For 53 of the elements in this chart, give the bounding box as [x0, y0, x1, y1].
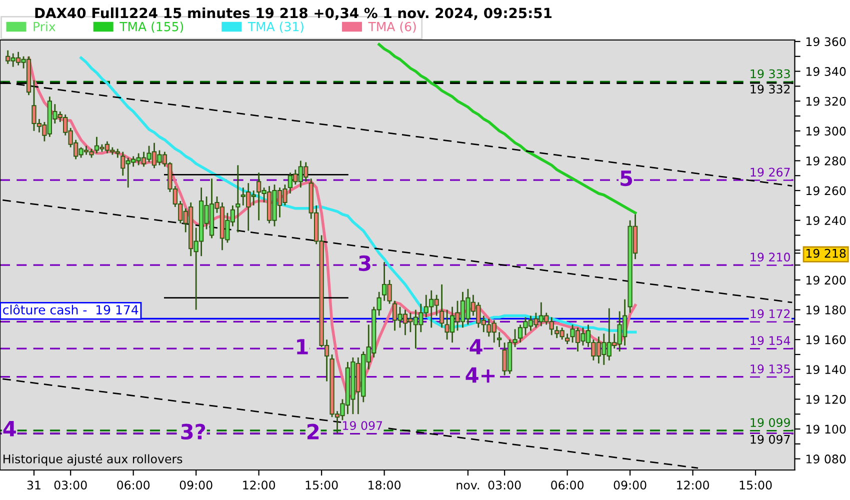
- y-tick-label: 19 180: [806, 306, 846, 314]
- y-tick-label: 19 240: [806, 216, 846, 225]
- ref-line-label: 19 135: [750, 364, 790, 374]
- annotation: 2: [308, 424, 319, 440]
- x-tick-label: 09:00: [614, 480, 646, 490]
- x-tick-label: 06:00: [117, 480, 150, 490]
- x-tick-label: 09:00: [180, 480, 212, 490]
- ref-line-label: 19 333: [750, 69, 790, 78]
- y-tick-label: 19 280: [806, 156, 846, 166]
- ref-line-label: 19 154: [750, 336, 790, 346]
- x-tick-label: 03:00: [488, 480, 521, 490]
- annotation: 1: [297, 339, 308, 354]
- text: TMA (155): [120, 22, 184, 33]
- ref-line-label: clôture cash - 19 174: [3, 304, 138, 315]
- ref-line-label: 19 099: [750, 418, 790, 428]
- ref-line-label: 19 210: [750, 252, 790, 262]
- y-tick-label: 19 300: [806, 126, 846, 136]
- y-tick-label: 19 100: [806, 424, 846, 434]
- y-tick-label: 19 160: [806, 335, 846, 344]
- annotation: 3: [358, 255, 370, 272]
- annotation: 3?: [181, 424, 206, 440]
- text: TMA (31): [248, 22, 304, 33]
- ref-line-label: 19 097: [750, 434, 790, 444]
- x-tick-label: 18:00: [368, 480, 401, 490]
- x-tick-label: 15:00: [740, 480, 772, 490]
- x-tick-label: 12:00: [677, 480, 710, 490]
- ref-line-label: 19 172: [750, 309, 790, 318]
- y-tick-label: 19 218: [806, 248, 846, 258]
- annotation: 4+: [466, 367, 495, 383]
- chart-title: DAX40 Full1224 15 minutes 19 218 +0,34 % 1 nov. 2024, 09:25:51: [35, 8, 552, 20]
- y-tick-label: 19 260: [806, 186, 846, 196]
- y-tick-label: 19 360: [806, 37, 846, 46]
- y-tick-label: 19 320: [806, 96, 846, 106]
- y-tick-label: 19 340: [806, 67, 846, 76]
- ref-line-label: 19 097: [343, 421, 382, 430]
- text: Prix: [34, 22, 56, 32]
- x-tick-label: 12:00: [243, 480, 276, 490]
- annotation: Historique ajusté aux rollovers: [4, 454, 182, 466]
- ref-line-label: 19 332: [750, 84, 790, 94]
- annotation: 4: [470, 339, 482, 354]
- y-tick-label: 19 200: [806, 276, 846, 285]
- y-tick-label: 19 120: [806, 394, 846, 404]
- x-tick-label: 15:00: [306, 480, 338, 490]
- x-tick-label: nov.: [456, 482, 479, 490]
- text: TMA (6): [368, 22, 416, 33]
- annotation: 4: [3, 421, 16, 436]
- y-tick-label: 19 140: [806, 365, 846, 374]
- x-tick-label: 03:00: [54, 480, 87, 490]
- ref-line-label: 19 267: [750, 168, 790, 177]
- y-tick-label: 19 080: [806, 454, 846, 464]
- x-tick-label: 31: [27, 480, 40, 490]
- annotation: 5: [620, 170, 632, 186]
- x-tick-label: 06:00: [551, 480, 584, 490]
